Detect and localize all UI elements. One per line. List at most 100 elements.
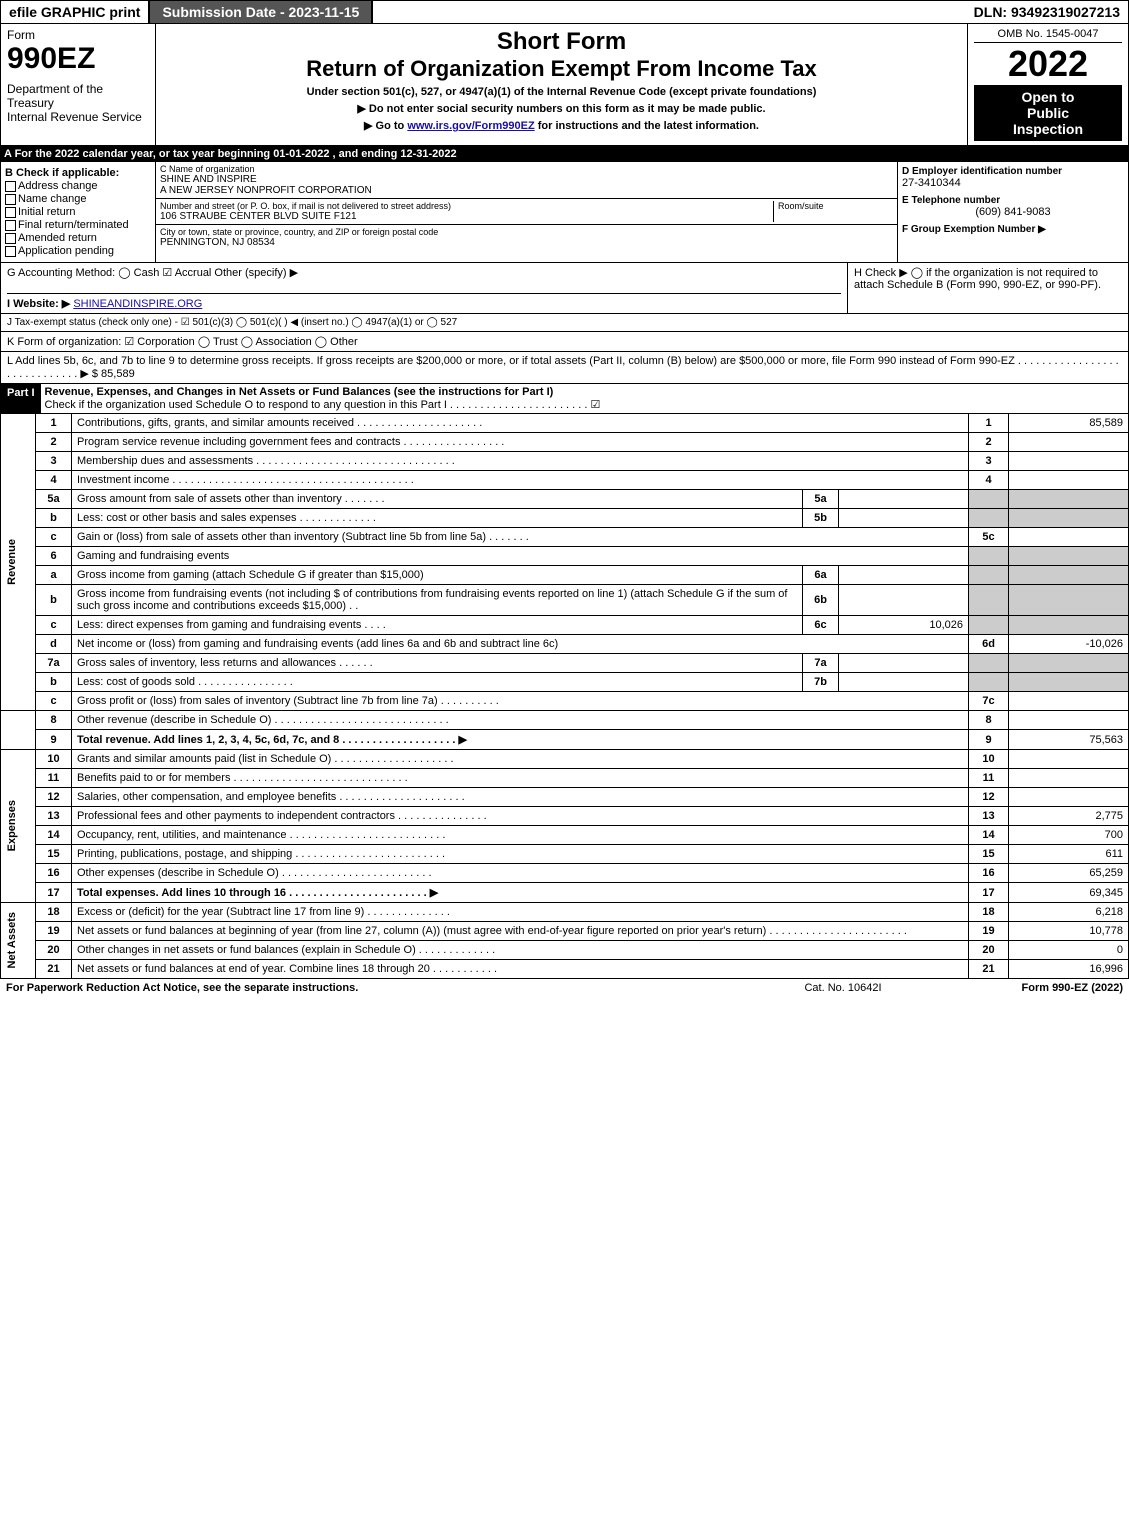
line-5a-val-shaded — [1009, 490, 1129, 509]
cb-amended-return[interactable]: Amended return — [5, 232, 151, 244]
line-6a-sublabel: 6a — [803, 566, 839, 585]
line-11-no: 11 — [36, 769, 72, 788]
line-7c-val — [1009, 692, 1129, 711]
line-5b-desc: Less: cost or other basis and sales expe… — [72, 509, 803, 528]
department-label: Department of the Treasury Internal Reve… — [7, 82, 149, 124]
cb-name-change[interactable]: Name change — [5, 193, 151, 205]
line-7a-no: 7a — [36, 654, 72, 673]
line-7b-val-shaded — [1009, 673, 1129, 692]
line-1-desc: Contributions, gifts, grants, and simila… — [72, 414, 969, 433]
line-6-val-shaded — [1009, 547, 1129, 566]
line-17-no: 17 — [36, 883, 72, 903]
line-6a-no: a — [36, 566, 72, 585]
room-suite-label: Room/suite — [778, 201, 893, 211]
line-17-nc: 17 — [969, 883, 1009, 903]
line-8-val — [1009, 711, 1129, 730]
line-20-desc: Other changes in net assets or fund bala… — [72, 941, 969, 960]
line-10-nc: 10 — [969, 750, 1009, 769]
line-4-no: 4 — [36, 471, 72, 490]
line-7a-desc: Gross sales of inventory, less returns a… — [72, 654, 803, 673]
line-5a-subval — [839, 490, 969, 509]
line-21-nc: 21 — [969, 960, 1009, 979]
line-6c-subval: 10,026 — [839, 616, 969, 635]
line-12-val — [1009, 788, 1129, 807]
line-6a-nc-shaded — [969, 566, 1009, 585]
line-5b-sublabel: 5b — [803, 509, 839, 528]
org-address: 106 STRAUBE CENTER BLVD SUITE F121 — [160, 211, 773, 222]
line-6b-val-shaded — [1009, 585, 1129, 616]
part-i-title: Revenue, Expenses, and Changes in Net As… — [41, 384, 1128, 413]
dln-label: DLN: 93492319027213 — [966, 1, 1128, 23]
row-l-gross-receipts: L Add lines 5b, 6c, and 7b to line 9 to … — [0, 352, 1129, 384]
line-13-val: 2,775 — [1009, 807, 1129, 826]
line-15-val: 611 — [1009, 845, 1129, 864]
ein-value: 27-3410344 — [902, 177, 1124, 189]
line-4-desc: Investment income . . . . . . . . . . . … — [72, 471, 969, 490]
line-6d-no: d — [36, 635, 72, 654]
line-12-no: 12 — [36, 788, 72, 807]
line-5a-desc: Gross amount from sale of assets other t… — [72, 490, 803, 509]
cb-final-return[interactable]: Final return/terminated — [5, 219, 151, 231]
form-word: Form — [7, 28, 149, 42]
line-6c-no: c — [36, 616, 72, 635]
line-2-nc: 2 — [969, 433, 1009, 452]
page-footer: For Paperwork Reduction Act Notice, see … — [0, 979, 1129, 997]
top-bar: efile GRAPHIC print Submission Date - 20… — [0, 0, 1129, 24]
submission-date: Submission Date - 2023-11-15 — [148, 1, 373, 23]
line-12-nc: 12 — [969, 788, 1009, 807]
header-center: Short Form Return of Organization Exempt… — [156, 24, 968, 145]
line-3-val — [1009, 452, 1129, 471]
line-2-desc: Program service revenue including govern… — [72, 433, 969, 452]
efile-print-label[interactable]: efile GRAPHIC print — [1, 1, 148, 23]
c-addr-label: Number and street (or P. O. box, if mail… — [160, 201, 773, 211]
line-8-no: 8 — [36, 711, 72, 730]
line-10-val — [1009, 750, 1129, 769]
line-1-no: 1 — [36, 414, 72, 433]
line-8-desc: Other revenue (describe in Schedule O) .… — [72, 711, 969, 730]
revenue-vertical-label: Revenue — [6, 539, 30, 585]
line-7a-nc-shaded — [969, 654, 1009, 673]
cb-initial-return[interactable]: Initial return — [5, 206, 151, 218]
line-6c-val-shaded — [1009, 616, 1129, 635]
cb-address-change[interactable]: Address change — [5, 180, 151, 192]
footer-paperwork: For Paperwork Reduction Act Notice, see … — [6, 982, 743, 994]
line-9-val: 75,563 — [1009, 730, 1129, 750]
cb-application-pending[interactable]: Application pending — [5, 245, 151, 257]
line-18-no: 18 — [36, 903, 72, 922]
line-5a-sublabel: 5a — [803, 490, 839, 509]
line-5b-no: b — [36, 509, 72, 528]
org-city: PENNINGTON, NJ 08534 — [160, 237, 893, 248]
line-21-no: 21 — [36, 960, 72, 979]
line-6c-sublabel: 6c — [803, 616, 839, 635]
line-3-desc: Membership dues and assessments . . . . … — [72, 452, 969, 471]
line-6d-nc: 6d — [969, 635, 1009, 654]
line-14-nc: 14 — [969, 826, 1009, 845]
group-exemption-label: F Group Exemption Number ▶ — [902, 224, 1124, 235]
line-7b-subval — [839, 673, 969, 692]
line-15-nc: 15 — [969, 845, 1009, 864]
line-5b-nc-shaded — [969, 509, 1009, 528]
irs-link[interactable]: www.irs.gov/Form990EZ — [407, 120, 534, 132]
open-line1: Open to — [978, 89, 1118, 105]
line-13-nc: 13 — [969, 807, 1009, 826]
header-block: Form 990EZ Department of the Treasury In… — [0, 24, 1129, 146]
col-c-org-info: C Name of organization SHINE AND INSPIRE… — [156, 162, 898, 262]
line-7b-desc: Less: cost of goods sold . . . . . . . .… — [72, 673, 803, 692]
line-7a-sublabel: 7a — [803, 654, 839, 673]
line-2-val — [1009, 433, 1129, 452]
part-i-badge: Part I — [1, 384, 41, 413]
line-6b-desc: Gross income from fundraising events (no… — [72, 585, 803, 616]
line-6d-desc: Net income or (loss) from gaming and fun… — [72, 635, 969, 654]
line-19-val: 10,778 — [1009, 922, 1129, 941]
org-name: SHINE AND INSPIRE A NEW JERSEY NONPROFIT… — [160, 174, 893, 196]
line-6c-desc: Less: direct expenses from gaming and fu… — [72, 616, 803, 635]
website-link[interactable]: SHINEANDINSPIRE.ORG — [73, 298, 202, 310]
header-right: OMB No. 1545-0047 2022 Open to Public In… — [968, 24, 1128, 145]
col-d-info: D Employer identification number 27-3410… — [898, 162, 1128, 262]
line-15-desc: Printing, publications, postage, and shi… — [72, 845, 969, 864]
line-13-no: 13 — [36, 807, 72, 826]
line-6b-no: b — [36, 585, 72, 616]
ein-label: D Employer identification number — [902, 166, 1124, 177]
line-9-no: 9 — [36, 730, 72, 750]
line-6-nc-shaded — [969, 547, 1009, 566]
